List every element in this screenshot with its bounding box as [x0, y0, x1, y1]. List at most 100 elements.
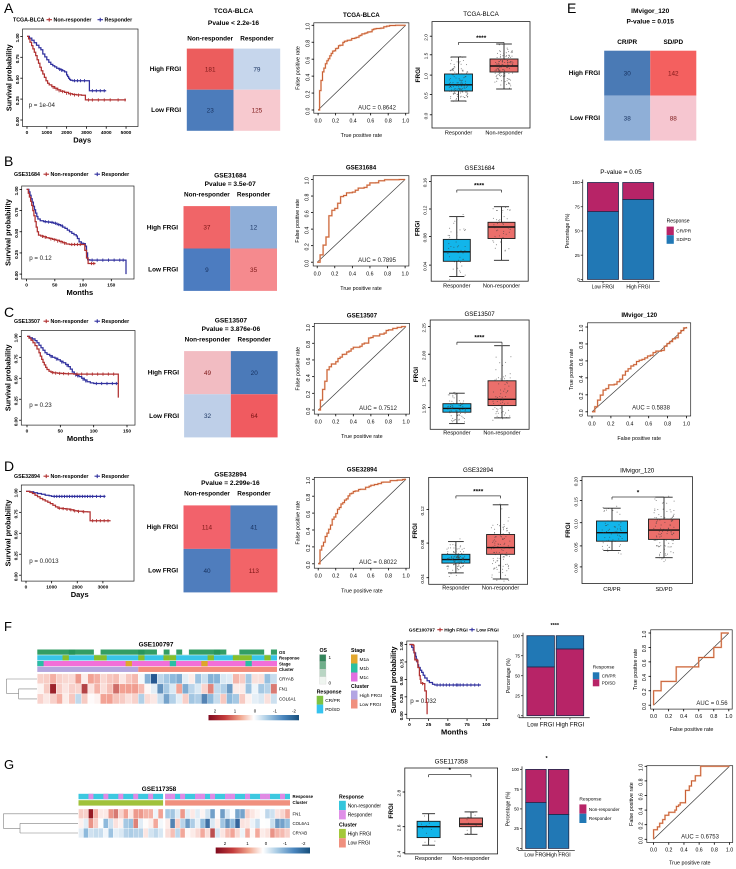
svg-text:0.6: 0.6 [638, 793, 644, 800]
svg-text:Non-responder: Non-responder [485, 131, 522, 137]
svg-text:1.00: 1.00 [14, 186, 19, 195]
svg-text:Low FRGI: Low FRGI [148, 568, 178, 575]
svg-text:0.2: 0.2 [665, 848, 672, 854]
svg-text:75: 75 [575, 204, 580, 209]
svg-text:35: 35 [250, 267, 258, 274]
svg-text:GSE32894: GSE32894 [347, 467, 378, 474]
svg-text:50: 50 [514, 807, 519, 812]
svg-text:Non-responder: Non-responder [54, 18, 92, 24]
svg-text:0.15: 0.15 [574, 497, 580, 507]
svg-text:50: 50 [52, 283, 58, 289]
svg-text:Responder: Responder [443, 431, 471, 437]
svg-text:Low FRGI: Low FRGI [476, 628, 499, 634]
svg-text:0.6: 0.6 [695, 848, 702, 854]
svg-text:False positive rate: False positive rate [296, 347, 302, 391]
svg-text:B: B [4, 153, 13, 169]
svg-text:Response: Response [579, 797, 601, 803]
svg-text:High FRGI: High FRGI [546, 853, 571, 859]
svg-text:0.5: 0.5 [424, 92, 430, 99]
svg-text:0.25: 0.25 [14, 551, 19, 560]
svg-text:79: 79 [253, 66, 261, 73]
svg-text:p = 0.0013: p = 0.0013 [29, 558, 59, 565]
svg-text:0.0: 0.0 [314, 272, 321, 278]
svg-text:Responder: Responder [589, 816, 612, 821]
svg-text:Pvalue = 3.876e-06: Pvalue = 3.876e-06 [202, 326, 261, 333]
svg-text:0: 0 [254, 709, 257, 714]
svg-text:High FRGI: High FRGI [556, 723, 585, 729]
svg-text:50: 50 [58, 429, 64, 435]
svg-text:2.6: 2.6 [396, 824, 402, 831]
svg-text:1.00: 1.00 [15, 33, 20, 42]
svg-text:Survival probability: Survival probability [3, 500, 12, 567]
svg-text:1.00: 1.00 [14, 488, 19, 497]
svg-text:True positive rate: True positive rate [633, 649, 639, 690]
svg-text:0.8: 0.8 [664, 422, 671, 428]
svg-text:Responder: Responder [415, 856, 443, 862]
svg-text:-1: -1 [273, 709, 277, 714]
svg-text:0.6: 0.6 [579, 358, 585, 365]
svg-text:0.00: 0.00 [14, 417, 19, 426]
svg-text:AUC = 0.6753: AUC = 0.6753 [681, 835, 720, 841]
svg-text:5000: 5000 [121, 130, 132, 136]
svg-text:GSE31684: GSE31684 [214, 173, 247, 180]
svg-text:41: 41 [250, 524, 258, 531]
svg-text:1.0: 1.0 [402, 574, 409, 580]
svg-text:Non-responder: Non-responder [452, 856, 489, 862]
svg-text:4000: 4000 [101, 130, 112, 136]
svg-text:False positive rate: False positive rate [629, 782, 635, 826]
svg-text:25: 25 [515, 693, 520, 698]
svg-text:113: 113 [249, 568, 260, 575]
svg-text:0.6: 0.6 [367, 574, 374, 580]
svg-text:Non-responder: Non-responder [187, 36, 233, 43]
svg-text:p = 0.032: p = 0.032 [410, 698, 437, 705]
svg-text:False positive rate: False positive rate [670, 727, 714, 733]
svg-text:114: 114 [202, 524, 213, 531]
svg-text:GSE117358: GSE117358 [142, 786, 177, 793]
svg-text:Non-responder: Non-responder [51, 474, 89, 480]
svg-text:SD/PD: SD/PD [676, 237, 691, 243]
svg-text:0.2: 0.2 [642, 688, 648, 695]
svg-text:20: 20 [251, 370, 259, 377]
svg-text:0.8: 0.8 [305, 40, 311, 47]
svg-text:0: 0 [25, 585, 28, 591]
svg-text:Responder: Responder [237, 192, 271, 199]
svg-text:0.08: 0.08 [423, 233, 429, 243]
svg-text:****: **** [474, 335, 485, 342]
svg-text:100: 100 [513, 633, 521, 638]
svg-text:AUC = 0.56: AUC = 0.56 [696, 701, 728, 707]
svg-text:0.2: 0.2 [579, 392, 585, 399]
svg-text:100: 100 [90, 429, 98, 435]
svg-text:25: 25 [514, 826, 519, 831]
svg-text:142: 142 [668, 70, 679, 77]
svg-text:*: * [449, 767, 452, 774]
svg-text:0.25: 0.25 [14, 250, 19, 259]
svg-text:Survival probability: Survival probability [5, 44, 14, 111]
svg-text:2.4: 2.4 [396, 850, 402, 857]
svg-text:0.2: 0.2 [332, 119, 339, 125]
svg-text:Cluster: Cluster [351, 684, 369, 690]
svg-text:FRGI: FRGI [415, 67, 422, 82]
svg-text:COL6A1: COL6A1 [279, 696, 296, 701]
svg-text:1: 1 [329, 655, 332, 660]
svg-text:Survival probability: Survival probability [3, 344, 12, 411]
svg-text:Responder: Responder [445, 131, 473, 137]
svg-text:25: 25 [426, 722, 432, 728]
svg-text:AUC = 0.7895: AUC = 0.7895 [358, 258, 397, 264]
svg-text:High FRGI: High FRGI [444, 628, 468, 634]
svg-text:2.8: 2.8 [396, 790, 402, 797]
svg-text:0.4: 0.4 [626, 422, 633, 428]
svg-text:1.0: 1.0 [424, 73, 430, 80]
svg-text:False positive rate: False positive rate [617, 436, 661, 442]
svg-text:0.50: 0.50 [14, 228, 19, 237]
svg-text:0.75: 0.75 [14, 207, 19, 216]
svg-text:Low FRGI: Low FRGI [149, 413, 179, 420]
svg-text:0.8: 0.8 [579, 341, 585, 348]
svg-text:0: 0 [26, 429, 29, 435]
svg-text:0.0: 0.0 [638, 837, 644, 844]
svg-text:****: **** [551, 623, 560, 629]
svg-text:CR/PR: CR/PR [676, 229, 691, 235]
svg-text:0.6: 0.6 [366, 272, 373, 278]
svg-text:Months: Months [66, 288, 93, 297]
svg-text:p = 1e-04: p = 1e-04 [29, 102, 56, 109]
svg-text:0.0: 0.0 [305, 107, 311, 114]
